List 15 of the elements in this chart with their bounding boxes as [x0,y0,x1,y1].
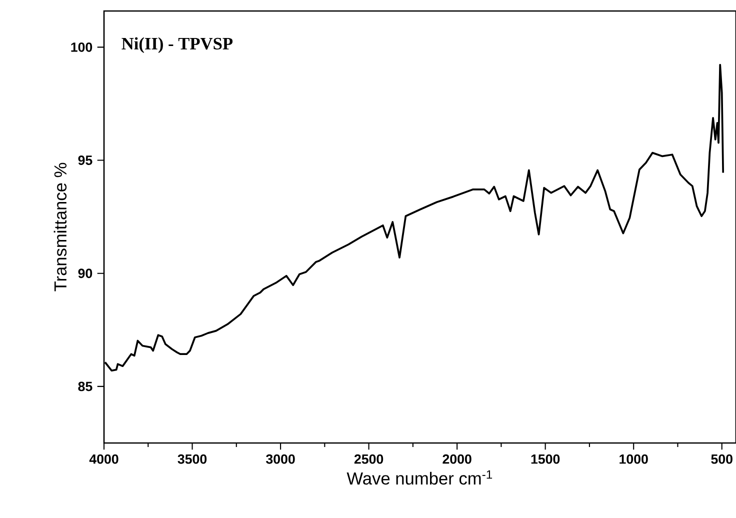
y-tick-label: 100 [71,42,92,52]
text: Ni(II) - TPVSP [122,37,233,54]
x-tick-label: 500 [711,454,732,464]
x-tick-label: 1000 [620,454,648,464]
y-tick-label: 90 [78,268,92,278]
y-tick-label: 95 [78,156,92,165]
x-tick-label: 2000 [442,454,472,464]
x-tick-label: 4000 [89,454,118,464]
x-tick-label: 2500 [354,454,384,464]
x-axis-title: Wave number cm$^{-1}$ [346,470,492,485]
x-tick-label: 3000 [266,454,295,464]
y-axis-title: Transmittance % [54,162,67,292]
x-tick-label: 3500 [178,454,207,464]
x-tick-label: 1500 [531,454,560,464]
y-tick-label: 85 [78,382,92,392]
